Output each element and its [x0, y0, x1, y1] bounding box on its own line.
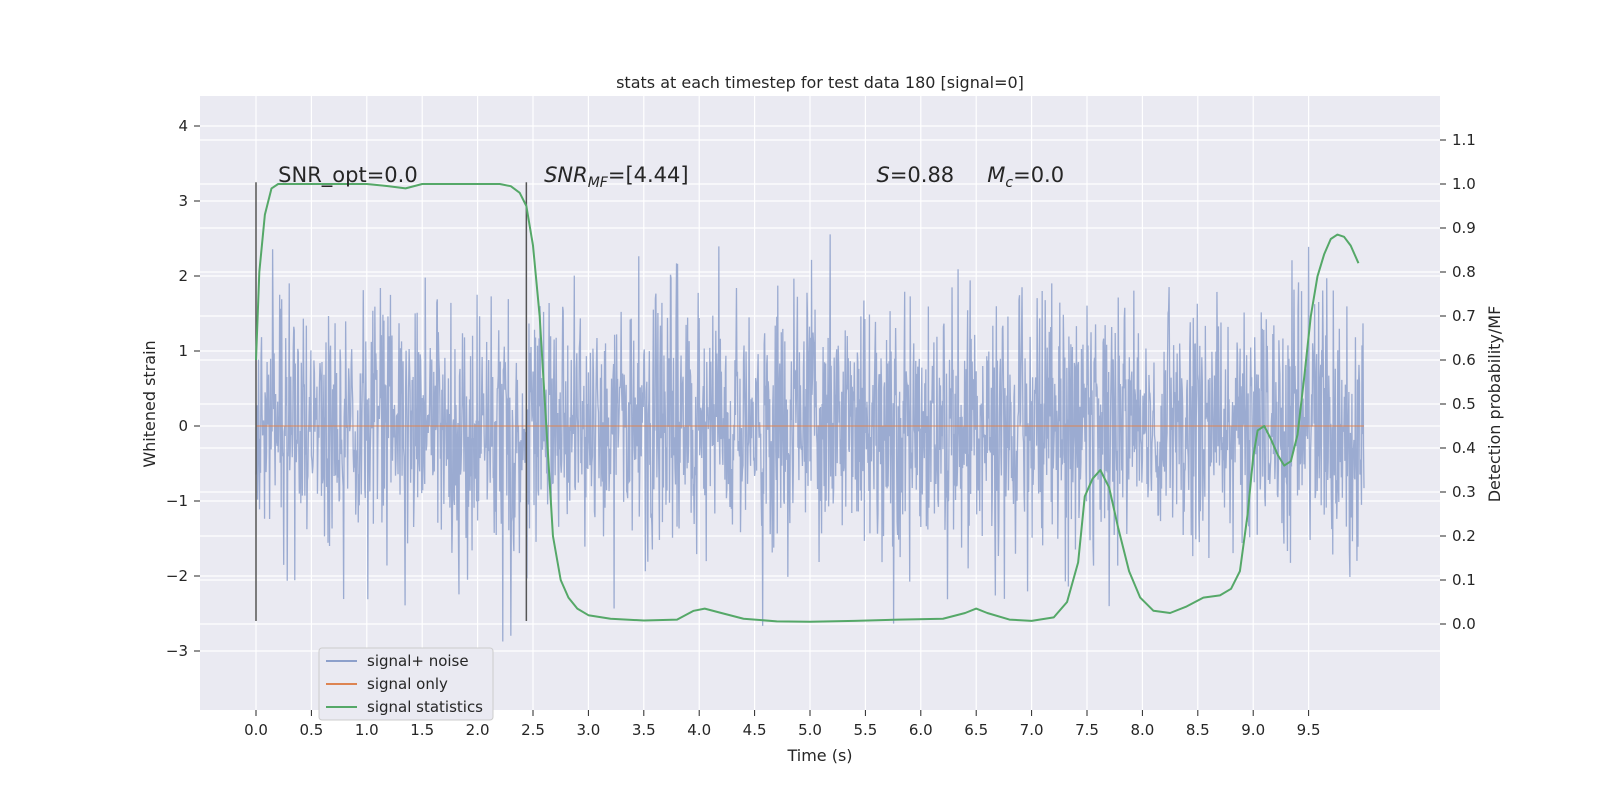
annotation-text: S=0.88	[876, 163, 954, 187]
y2-tick-label: 0.8	[1452, 263, 1476, 281]
axes-layer: 0.0 0.5 1.0 1.5 2.0 2.5 3.0 3.5 4.0 4.5 5.0 5.5 6.0 6…	[166, 117, 1476, 739]
y2-tick-label: 0.5	[1452, 395, 1476, 413]
x-tick-label: 5.5	[853, 721, 877, 739]
y-tick-label: 2	[178, 267, 188, 285]
chart-title: stats at each timestep for test data 180…	[616, 73, 1024, 92]
y-tick-label: −1	[166, 492, 188, 510]
y-axis-label: Whitened strain	[140, 340, 159, 467]
y2-tick-label: 0.7	[1452, 307, 1476, 325]
x-tick-label: 4.0	[687, 721, 711, 739]
y2-tick-label: 1.0	[1452, 175, 1476, 193]
x-tick-label: 3.0	[576, 721, 600, 739]
y2-tick-label: 0.1	[1452, 571, 1476, 589]
x-tick-label: 7.0	[1020, 721, 1044, 739]
y2-tick-label: 0.6	[1452, 351, 1476, 369]
stats-series-layer	[255, 183, 1360, 623]
y2-tick-label: 0.2	[1452, 527, 1476, 545]
legend-entry-signal: signal only	[367, 675, 448, 693]
y2-tick-label: 0.0	[1452, 615, 1476, 633]
legend-entry-stats: signal statistics	[367, 698, 483, 716]
x-tick-label: 0.5	[299, 721, 323, 739]
x-tick-label: 2.0	[466, 721, 490, 739]
annotation-text: SNR_opt=0.0	[278, 163, 418, 188]
annotation-text: Mc=0.0	[987, 163, 1064, 191]
x-tick-label: 2.5	[521, 721, 545, 739]
y2-tick-label: 0.9	[1452, 219, 1476, 237]
y-tick-label: 0	[178, 417, 188, 435]
series-signal-statistics	[255, 183, 1360, 623]
annotation-text: SNRMF=[4.44]	[544, 163, 689, 191]
y-tick-label: 4	[178, 117, 188, 135]
x-tick-label: 9.5	[1297, 721, 1321, 739]
noise-series-layer	[255, 234, 1365, 642]
x-tick-label: 8.0	[1130, 721, 1154, 739]
y-tick-label: −3	[166, 642, 188, 660]
x-tick-label: 8.5	[1186, 721, 1210, 739]
y2-tick-label: 0.4	[1452, 439, 1476, 457]
legend-entry-noise: signal+ noise	[367, 652, 469, 670]
y-tick-label: 1	[178, 342, 188, 360]
vline-layer	[255, 182, 528, 621]
x-tick-label: 5.0	[798, 721, 822, 739]
x-tick-label: 6.0	[909, 721, 933, 739]
y2-axis-label: Detection probability/MF	[1485, 306, 1504, 503]
x-tick-label: 1.0	[355, 721, 379, 739]
x-tick-label: 4.5	[743, 721, 767, 739]
legend-box	[318, 647, 494, 721]
x-tick-label: 9.0	[1241, 721, 1265, 739]
series-signal-noise	[255, 234, 1365, 642]
x-tick-label: 7.5	[1075, 721, 1099, 739]
y-tick-label: 3	[178, 192, 188, 210]
x-axis-label: Time (s)	[786, 746, 852, 765]
annotation-layer: SNR_opt=0.0 SNRMF=[4.44] S=0.88 Mc=0.0	[278, 163, 1064, 191]
x-tick-label: 6.5	[964, 721, 988, 739]
legend: signal+ noise signal only signal statist…	[318, 647, 494, 721]
x-tick-label: 3.5	[632, 721, 656, 739]
y2-tick-label: 1.1	[1452, 131, 1476, 149]
y2-tick-label: 0.3	[1452, 483, 1476, 501]
y-tick-label: −2	[166, 567, 188, 585]
x-tick-label: 1.5	[410, 721, 434, 739]
x-tick-label: 0.0	[244, 721, 268, 739]
